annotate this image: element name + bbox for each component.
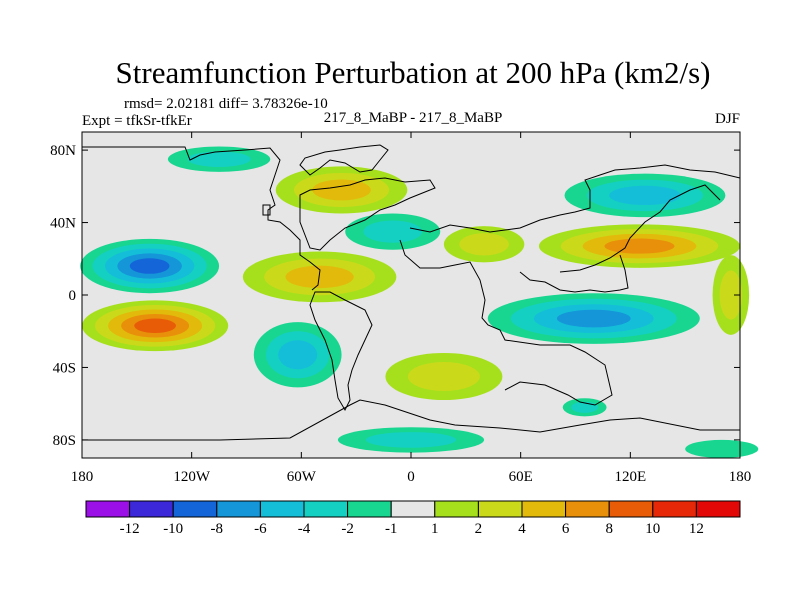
feature-north-pacific-negative — [80, 238, 220, 294]
colorbar-swatch — [216, 500, 261, 518]
x-tick-label: 0 — [407, 469, 415, 485]
center-label: 217_8_MaBP - 217_8_MaBP — [324, 110, 503, 126]
colorbar-swatch — [695, 500, 741, 518]
feature-africa-positive — [443, 226, 525, 263]
colorbar-label: 2 — [475, 521, 483, 537]
colorbar-swatch — [347, 500, 392, 518]
colorbar-label: -12 — [120, 521, 140, 537]
contour-band — [312, 179, 371, 201]
x-axis: 180 120W 60W 0 60E 120E 180 — [71, 132, 752, 485]
colorbar-swatch — [390, 500, 436, 518]
colorbar-label: 1 — [431, 521, 439, 537]
outline-eurasia — [399, 239, 613, 406]
map-area: 180 120W 60W 0 60E 120E 180 80N 40N 0 40S 80S — [50, 131, 759, 485]
contour-band — [407, 362, 480, 391]
contour-band — [187, 151, 251, 167]
colorbar-label: 10 — [645, 521, 660, 537]
contour-band — [366, 432, 456, 448]
field-contours — [80, 146, 759, 459]
outline-antarctica — [82, 399, 740, 441]
contour-band — [604, 238, 675, 254]
x-tick-label: 180 — [71, 469, 94, 485]
feature-south-america-negative — [253, 322, 342, 388]
colorbar-label: 6 — [562, 521, 570, 537]
contour-band — [129, 258, 170, 274]
colorbar-label: -6 — [254, 521, 267, 537]
feature-tropical-atlantic-positive — [242, 251, 397, 303]
x-tick-label: 60E — [509, 469, 533, 485]
colorbar-swatch — [303, 500, 349, 518]
colorbar-label: 8 — [605, 521, 613, 537]
contour-band — [278, 340, 318, 370]
colorbar-swatch — [652, 500, 697, 518]
outline-small-island — [262, 204, 271, 216]
colorbar-swatch — [434, 500, 479, 518]
outline-south-america — [309, 291, 373, 412]
colorbar-label: -4 — [298, 521, 311, 537]
x-tick-label: 60W — [287, 469, 317, 485]
outline-greenland — [299, 144, 389, 176]
left-label: Expt = tfkSr-tfkEr — [82, 113, 192, 129]
feature-asia-north-negative — [564, 173, 726, 218]
colorbar-swatch — [129, 500, 174, 518]
stats-line: rmsd= 2.02181 diff= 3.78326e-10 — [124, 96, 328, 112]
colorbar-swatch — [608, 500, 654, 518]
y-tick-label: 80N — [50, 143, 76, 159]
outline-hudson — [299, 177, 436, 251]
y-tick-label: 40N — [50, 216, 76, 232]
y-tick-label: 40S — [53, 360, 76, 376]
colorbar-label: -8 — [211, 521, 224, 537]
right-label: DJF — [715, 111, 740, 127]
outline-asia-east — [559, 184, 721, 273]
contour-band — [556, 309, 631, 328]
x-tick-label: 120E — [614, 469, 646, 485]
outline-asia-north — [409, 164, 741, 233]
feature-south-atlantic-positive — [385, 352, 503, 401]
feature-arctic-negative — [167, 146, 271, 172]
feature-east-pacific-positive — [712, 255, 750, 335]
contour-band — [285, 265, 354, 289]
feature-south-pacific-positive — [82, 300, 229, 352]
contour-band — [363, 220, 422, 243]
continent-outlines — [82, 144, 741, 441]
feature-south-pacific-east-negative — [685, 439, 759, 459]
feature-north-america-positive — [275, 166, 408, 214]
colorbar-swatch — [259, 500, 305, 518]
feature-north-atlantic-negative — [345, 213, 441, 250]
outline-india — [519, 254, 629, 293]
x-tick-label: 180 — [729, 469, 752, 485]
colorbar-label: -2 — [341, 521, 354, 537]
outline-north-america — [82, 146, 321, 291]
colorbar-swatch — [477, 500, 523, 518]
y-axis: 80N 40N 0 40S 80S — [50, 143, 740, 449]
contour-band — [459, 233, 509, 256]
chart-title: Streamfunction Perturbation at 200 hPa (… — [116, 55, 711, 90]
contour-band — [609, 185, 681, 206]
feature-asia-positive — [538, 224, 740, 268]
y-tick-label: 0 — [69, 288, 77, 304]
contour-band — [685, 439, 759, 459]
feature-indian-ocean-negative — [487, 293, 700, 344]
colorbar-label: 12 — [689, 521, 704, 537]
colorbar-swatch — [172, 500, 218, 518]
colorbar-swatch — [85, 500, 131, 518]
feature-southern-ocean-negative — [562, 398, 607, 417]
colorbar-label: -1 — [385, 521, 398, 537]
feature-antarctic-negative — [337, 427, 485, 453]
contour-band — [134, 318, 176, 334]
contour-band — [719, 270, 743, 320]
colorbar-label: -10 — [163, 521, 183, 537]
colorbar-label: 4 — [518, 521, 526, 537]
colorbar: -12 -10 -8 -6 -4 -2 -1 1 2 4 6 8 10 12 — [85, 500, 741, 537]
colorbar-swatch — [521, 500, 567, 518]
y-tick-label: 80S — [53, 433, 76, 449]
colorbar-swatch — [565, 500, 610, 518]
x-tick-label: 120W — [173, 469, 211, 485]
